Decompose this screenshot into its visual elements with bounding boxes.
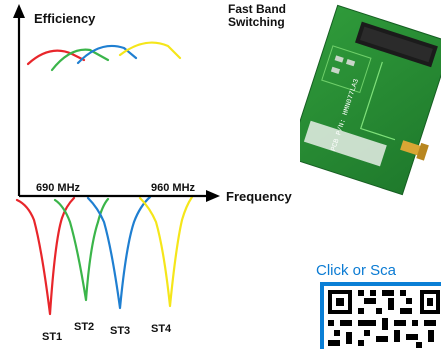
dip-curve-st3: [86, 195, 152, 310]
y-axis-label: Efficiency: [34, 11, 96, 26]
efficiency-curve-st3: [76, 44, 138, 65]
antenna-board-image: [300, 4, 441, 196]
state-label-st4: ST4: [151, 323, 172, 335]
freq-high-label: 960 MHz: [151, 182, 196, 194]
efficiency-curve-st2: [50, 48, 110, 72]
qr-code-icon: [324, 286, 441, 349]
diagram-title-line1: Fast Band: [228, 2, 287, 16]
qr-code[interactable]: [320, 282, 441, 349]
dip-curve-st4: [138, 195, 194, 308]
y-axis-arrowhead: [13, 4, 25, 18]
dip-curve-st1: [15, 196, 76, 316]
state-label-st2: ST2: [74, 321, 95, 333]
click-or-scan-link[interactable]: Click or Sca: [316, 262, 397, 279]
freq-low-label: 690 MHz: [36, 182, 81, 194]
sma-connector: [400, 140, 425, 157]
efficiency-curve-st1: [26, 49, 86, 66]
band-switching-diagram: [13, 4, 220, 316]
state-label-st1: ST1: [42, 331, 63, 343]
state-label-st3: ST3: [110, 325, 131, 337]
efficiency-curve-st4: [118, 41, 182, 60]
diagram-title-line2: Switching: [228, 15, 285, 29]
x-axis-arrowhead: [206, 190, 220, 202]
x-axis-label: Frequency: [226, 189, 292, 204]
